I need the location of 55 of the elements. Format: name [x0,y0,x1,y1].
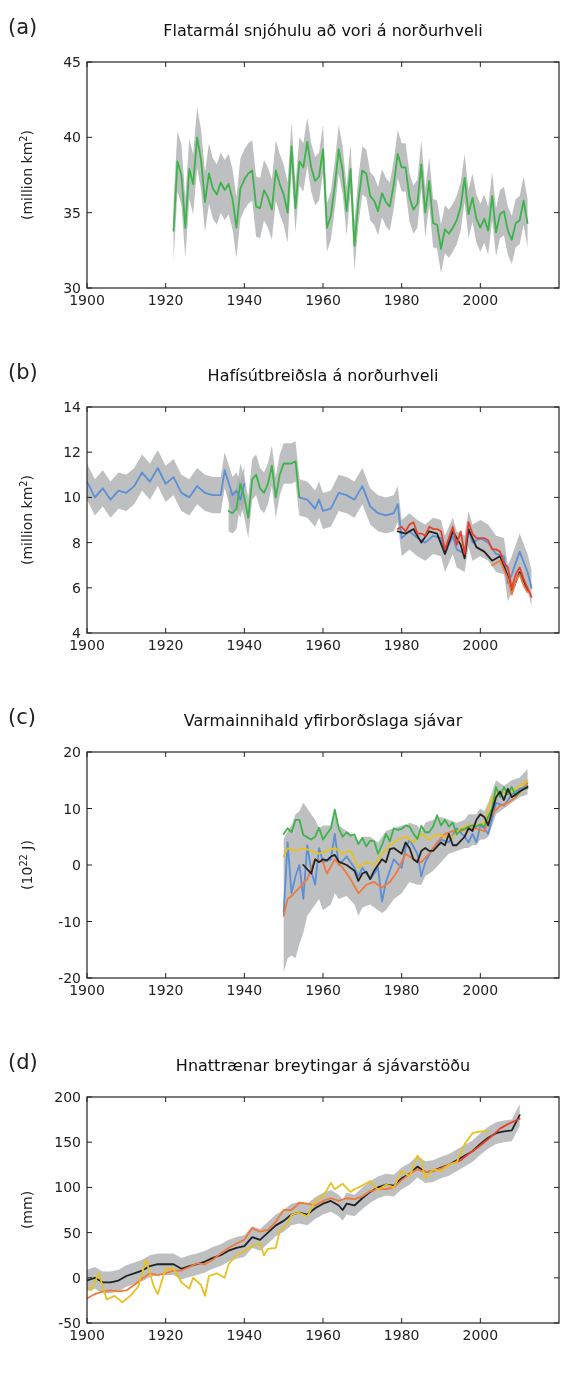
y-tick-label: 6 [72,579,82,596]
y-tick-label: 14 [63,399,82,415]
x-tick-label: 1980 [383,637,420,653]
line-series [172,136,529,250]
chart-title: Flatarmál snjóhulu að vori á norðurhveli [163,21,483,40]
y-tick-label: 0 [72,857,81,873]
x-tick-label: 1960 [305,1327,341,1343]
text: (b) [8,360,38,384]
x-tick-label: 1980 [383,982,420,998]
x-tick-label: 1940 [226,292,263,308]
x-tick-label: 1940 [226,1327,263,1343]
y-tick-label: -10 [58,913,81,930]
y-tick-label: 45 [63,54,81,70]
y-tick-label: 8 [72,534,81,551]
line-series [282,786,529,855]
x-tick-label: 1920 [147,292,184,308]
text: (a) [8,15,38,39]
y-tick-label: 200 [54,1089,81,1105]
x-tick-label: 1980 [383,1327,420,1343]
y-tick-label: 12 [63,444,81,461]
x-tick-label: 2000 [462,982,499,998]
x-tick-label: 1960 [305,982,341,998]
y-tick-label: 20 [63,744,81,760]
line-series [491,559,529,596]
x-tick-label: 2000 [462,292,499,308]
x-tick-label: 1940 [226,637,263,653]
line-series [302,786,529,882]
line-series [282,779,529,869]
y-tick-label: 40 [63,129,81,146]
y-tick-label: 50 [63,1224,81,1241]
x-tick-label: 1960 [305,637,341,653]
x-tick-label: 1960 [305,292,341,308]
text: (c) [8,705,36,729]
line-series [396,521,533,598]
x-tick-label: 1940 [226,982,263,998]
y-tick-label: 10 [63,489,81,506]
line-series [451,1117,521,1164]
y-tick-label: 35 [63,204,81,221]
line-series [87,1130,490,1304]
x-tick-label: 1920 [147,637,184,653]
y-tick-label: 100 [54,1179,81,1196]
x-tick-label: 2000 [462,637,499,653]
text: (d) [8,1050,38,1074]
chart-title: Hafísútbreiðsla á norðurhveli [207,366,439,385]
x-tick-label: 1920 [147,1327,184,1343]
x-tick-label: 1920 [147,982,184,998]
y-tick-label: 10 [63,800,81,817]
y-axis-title: (mm) [19,1190,35,1230]
x-tick-label: 1980 [383,292,420,308]
y-tick-label: 0 [72,1269,81,1286]
chart-title: Varmainnihald yfirborðslaga sjávar [183,711,463,730]
line-series [227,460,301,519]
y-tick-label: 150 [54,1134,81,1151]
x-tick-label: 2000 [462,1327,499,1343]
chart-title: Hnattrænar breytingar á sjávarstöðu [175,1056,471,1075]
